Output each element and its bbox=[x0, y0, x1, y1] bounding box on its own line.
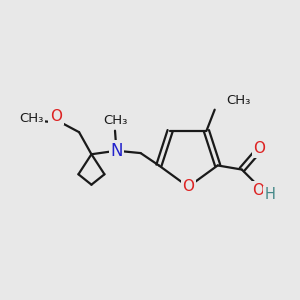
Text: H: H bbox=[265, 188, 275, 202]
Text: N: N bbox=[110, 142, 123, 160]
Text: O: O bbox=[182, 179, 194, 194]
Text: O: O bbox=[50, 109, 62, 124]
Text: CH₃: CH₃ bbox=[19, 112, 44, 125]
Text: O: O bbox=[254, 142, 266, 157]
Text: CH₃: CH₃ bbox=[103, 115, 127, 128]
Text: O: O bbox=[252, 183, 264, 198]
Text: CH₃: CH₃ bbox=[226, 94, 251, 107]
